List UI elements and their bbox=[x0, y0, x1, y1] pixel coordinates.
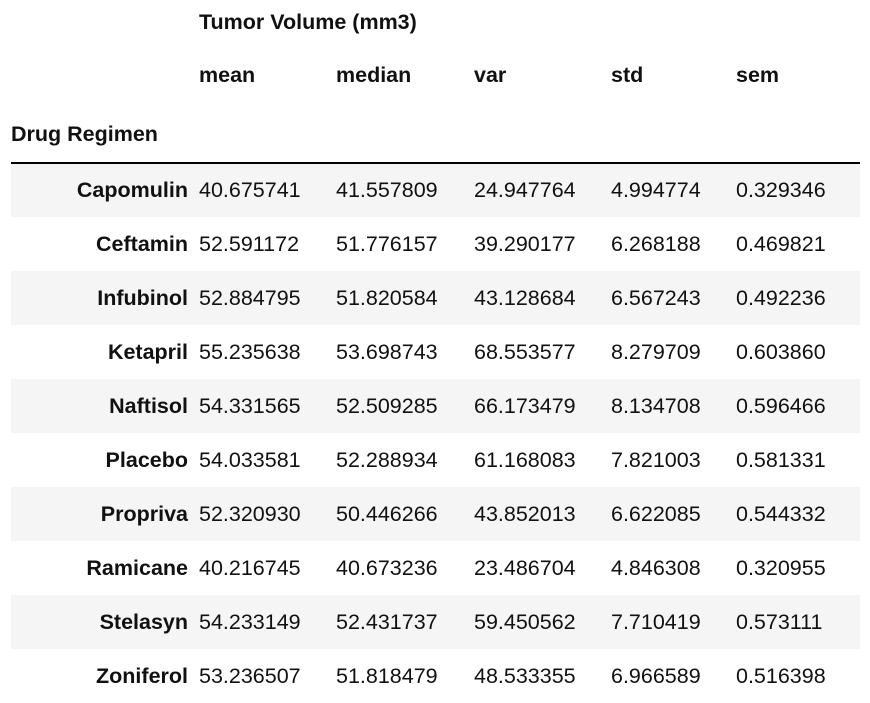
cell-var: 68.553577 bbox=[474, 339, 576, 364]
column-group-header: Tumor Volume (mm3) bbox=[199, 9, 417, 34]
cell-mean: 52.320930 bbox=[199, 501, 301, 526]
row-label: Stelasyn bbox=[99, 609, 188, 634]
row-label: Ketapril bbox=[107, 339, 188, 364]
cell-mean: 40.216745 bbox=[199, 555, 301, 580]
cell-sem: 0.573111 bbox=[736, 609, 823, 634]
table-row: Zoniferol 53.236507 51.818479 48.533355 … bbox=[11, 649, 860, 703]
cell-var: 39.290177 bbox=[474, 231, 576, 256]
summary-statistics-table: Tumor Volume (mm3) mean median var std s… bbox=[11, 0, 860, 703]
column-header-sem: sem bbox=[736, 62, 780, 87]
cell-std: 8.134708 bbox=[611, 393, 701, 418]
cell-var: 48.533355 bbox=[474, 663, 576, 688]
cell-sem: 0.581331 bbox=[736, 447, 826, 472]
table-row: Ceftamin 52.591172 51.776157 39.290177 6… bbox=[11, 217, 860, 271]
row-label: Placebo bbox=[105, 447, 188, 472]
cell-median: 51.818479 bbox=[336, 663, 438, 688]
row-label: Ceftamin bbox=[96, 231, 188, 256]
cell-median: 52.288934 bbox=[336, 447, 438, 472]
cell-median: 51.820584 bbox=[336, 285, 438, 310]
cell-var: 24.947764 bbox=[474, 178, 576, 202]
table-row: Propriva 52.320930 50.446266 43.852013 6… bbox=[11, 487, 860, 541]
index-header-spacer bbox=[11, 0, 199, 44]
cell-sem: 0.492236 bbox=[736, 285, 826, 310]
index-row-spacer bbox=[736, 106, 860, 164]
cell-median: 52.431737 bbox=[336, 609, 438, 634]
row-label: Propriva bbox=[100, 501, 188, 526]
index-row-spacer bbox=[474, 106, 611, 164]
table-row: Naftisol 54.331565 52.509285 66.173479 8… bbox=[11, 379, 860, 433]
index-row-spacer bbox=[199, 106, 336, 164]
cell-mean: 40.675741 bbox=[199, 178, 301, 202]
cell-sem: 0.516398 bbox=[736, 663, 826, 688]
column-header-std: std bbox=[611, 62, 644, 87]
cell-sem: 0.603860 bbox=[736, 339, 826, 364]
table-row: Ketapril 55.235638 53.698743 68.553577 8… bbox=[11, 325, 860, 379]
cell-sem: 0.320955 bbox=[736, 555, 826, 580]
cell-std: 4.846308 bbox=[611, 555, 701, 580]
cell-var: 23.486704 bbox=[474, 555, 576, 580]
cell-std: 4.994774 bbox=[611, 178, 701, 202]
table-body: Capomulin 40.675741 41.557809 24.947764 … bbox=[11, 163, 860, 703]
cell-var: 43.852013 bbox=[474, 501, 576, 526]
index-header-spacer bbox=[11, 44, 199, 106]
table-row: Ramicane 40.216745 40.673236 23.486704 4… bbox=[11, 541, 860, 595]
cell-mean: 55.235638 bbox=[199, 339, 301, 364]
cell-mean: 53.236507 bbox=[199, 663, 301, 688]
cell-std: 7.821003 bbox=[611, 447, 701, 472]
cell-std: 8.279709 bbox=[611, 339, 701, 364]
cell-mean: 52.591172 bbox=[199, 231, 300, 256]
cell-mean: 54.233149 bbox=[199, 609, 301, 634]
column-header-mean: mean bbox=[199, 62, 256, 87]
cell-median: 40.673236 bbox=[336, 555, 438, 580]
cell-var: 66.173479 bbox=[474, 393, 576, 418]
column-header-var: var bbox=[474, 62, 507, 87]
cell-median: 53.698743 bbox=[336, 339, 438, 364]
cell-median: 41.557809 bbox=[336, 178, 438, 202]
index-name-header: Drug Regimen bbox=[11, 106, 199, 164]
cell-sem: 0.469821 bbox=[736, 231, 826, 256]
table-row: Infubinol 52.884795 51.820584 43.128684 … bbox=[11, 271, 860, 325]
cell-std: 7.710419 bbox=[611, 609, 701, 634]
row-label: Infubinol bbox=[97, 285, 188, 310]
row-label: Naftisol bbox=[109, 393, 188, 418]
index-row-spacer bbox=[336, 106, 474, 164]
cell-std: 6.622085 bbox=[611, 501, 701, 526]
cell-std: 6.966589 bbox=[611, 663, 701, 688]
cell-sem: 0.329346 bbox=[736, 178, 826, 202]
column-header-median: median bbox=[336, 62, 412, 87]
cell-std: 6.268188 bbox=[611, 231, 701, 256]
row-label: Zoniferol bbox=[96, 663, 188, 688]
column-header-row: mean median var std sem bbox=[11, 44, 860, 106]
cell-sem: 0.596466 bbox=[736, 393, 826, 418]
cell-median: 51.776157 bbox=[336, 231, 438, 256]
cell-median: 52.509285 bbox=[336, 393, 438, 418]
table-row: Placebo 54.033581 52.288934 61.168083 7.… bbox=[11, 433, 860, 487]
cell-var: 59.450562 bbox=[474, 609, 576, 634]
cell-var: 43.128684 bbox=[474, 285, 576, 310]
cell-mean: 54.331565 bbox=[199, 393, 301, 418]
cell-var: 61.168083 bbox=[474, 447, 576, 472]
index-name-row: Drug Regimen bbox=[11, 106, 860, 164]
column-group-header-row: Tumor Volume (mm3) bbox=[11, 0, 860, 44]
cell-median: 50.446266 bbox=[336, 501, 438, 526]
cell-std: 6.567243 bbox=[611, 285, 701, 310]
cell-mean: 52.884795 bbox=[199, 285, 301, 310]
cell-sem: 0.544332 bbox=[736, 501, 826, 526]
row-label: Capomulin bbox=[76, 178, 188, 202]
table-row: Capomulin 40.675741 41.557809 24.947764 … bbox=[11, 163, 860, 217]
cell-mean: 54.033581 bbox=[199, 447, 301, 472]
row-label: Ramicane bbox=[86, 555, 188, 580]
index-row-spacer bbox=[611, 106, 736, 164]
table-row: Stelasyn 54.233149 52.431737 59.450562 7… bbox=[11, 595, 860, 649]
